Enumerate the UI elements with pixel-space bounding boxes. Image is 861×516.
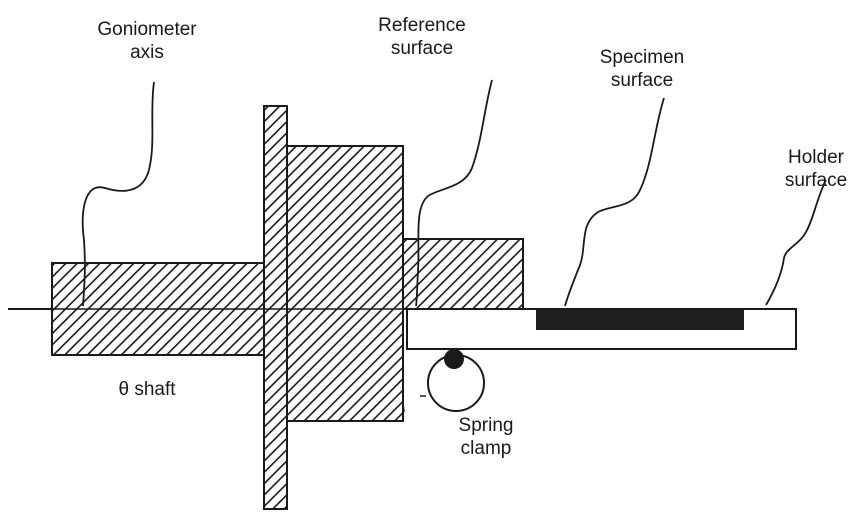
- spring-clamp-label-line1: Spring: [458, 415, 514, 436]
- holder-surface-label-line2: surface: [784, 170, 848, 191]
- reference-surface-label: Reference surface: [352, 14, 492, 60]
- specimen-surface-label-line1: Specimen: [599, 47, 685, 68]
- reference-surface-leader: [415, 79, 493, 307]
- specimen: [536, 310, 744, 330]
- specimen-surface-label-line2: surface: [610, 70, 674, 91]
- holder-surface-label: Holder surface: [771, 146, 861, 192]
- reference-surface-label-line1: Reference: [378, 15, 466, 36]
- holder-surface-label-line1: Holder: [788, 147, 844, 168]
- specimen-surface-leader: [564, 97, 665, 307]
- goniometer-plate: [263, 105, 288, 510]
- reference-block: [402, 238, 524, 310]
- goniometer-axis-label: Goniometer axis: [72, 18, 222, 64]
- spring-clamp-label: Spring clamp: [436, 414, 536, 460]
- spring-clamp-ball: [444, 349, 464, 369]
- spring-clamp-tick: [402, 402, 405, 413]
- reference-surface-label-line2: surface: [390, 38, 454, 59]
- goniometer-body: [286, 145, 404, 422]
- spring-clamp-label-line2: clamp: [460, 438, 512, 459]
- holder-surface-leader: [765, 179, 827, 306]
- goniometer-axis-label-line1: Goniometer: [97, 19, 197, 40]
- specimen-surface-label: Specimen surface: [572, 46, 712, 92]
- goniometer-axis-leader: [81, 81, 155, 307]
- theta-shaft-label: θ shaft: [118, 379, 176, 400]
- goniometer-axis-label-line2: axis: [130, 42, 164, 63]
